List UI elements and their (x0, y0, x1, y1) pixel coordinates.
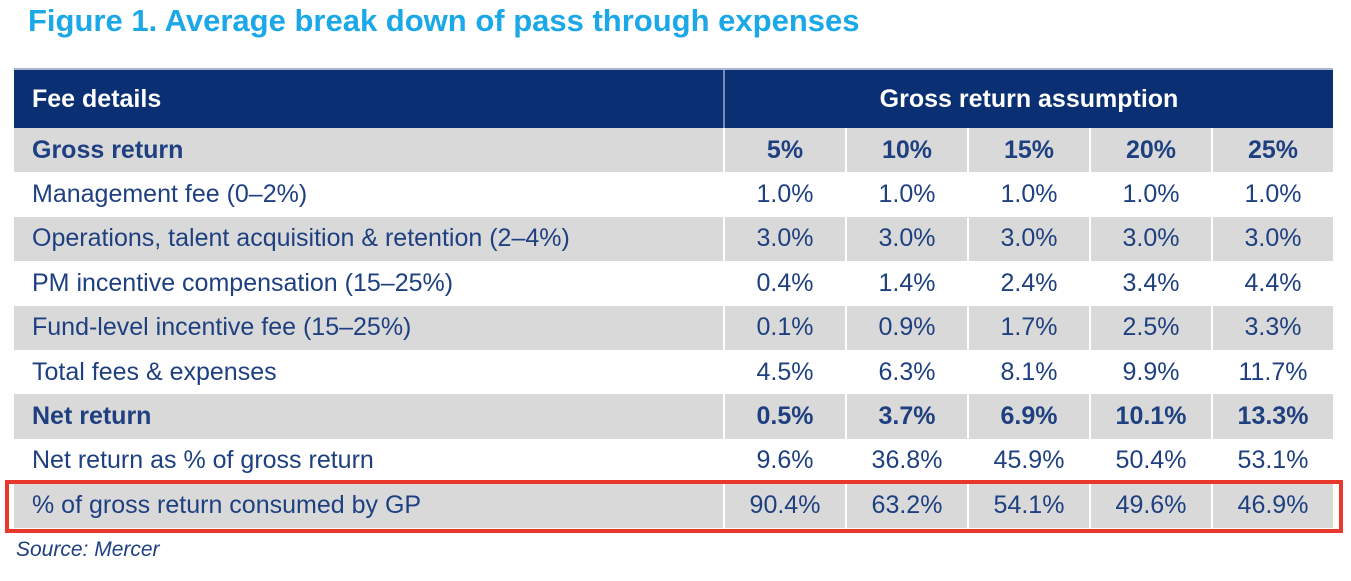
value-cell: 3.0% (723, 216, 845, 262)
value-cell: 3.0% (967, 216, 1089, 262)
value-cell: 3.4% (1089, 261, 1211, 306)
table-row-net-return: Net return 0.5% 3.7% 6.9% 10.1% 13.3% (14, 394, 1333, 439)
page-title: Figure 1. Average break down of pass thr… (28, 3, 860, 38)
value-cell: 1.0% (723, 172, 845, 217)
value-cell: 15% (967, 128, 1089, 173)
value-cell: 45.9% (967, 438, 1089, 484)
value-cell: 5% (723, 128, 845, 173)
value-cell: 0.9% (845, 305, 967, 350)
value-cell: 2.5% (1089, 305, 1211, 350)
value-cell: 3.0% (1089, 216, 1211, 262)
value-cell: 1.0% (845, 172, 967, 217)
value-cell: 1.0% (1211, 172, 1333, 217)
value-cell: 3.7% (845, 394, 967, 439)
gross-return-assumption-header: Gross return assumption (723, 70, 1333, 128)
value-cell: 49.6% (1089, 483, 1211, 528)
value-cell: 3.3% (1211, 305, 1333, 350)
table-row-fund-level: Fund-level incentive fee (15–25%) 0.1% 0… (14, 305, 1333, 350)
value-cell: 36.8% (845, 438, 967, 484)
row-label: Net return (32, 402, 152, 431)
row-label: Operations, talent acquisition & retenti… (32, 224, 570, 253)
row-label: Fund-level incentive fee (15–25%) (32, 313, 412, 342)
table-row-gp-consumed: % of gross return consumed by GP 90.4% 6… (14, 483, 1333, 528)
value-cell: 9.6% (723, 438, 845, 484)
source-note: Source: Mercer (16, 538, 160, 561)
value-cell: 2.4% (967, 261, 1089, 306)
fee-details-header: Fee details (32, 84, 162, 113)
value-cell: 1.4% (845, 261, 967, 306)
row-label: Net return as % of gross return (32, 446, 374, 475)
value-cell: 10% (845, 128, 967, 173)
value-cell: 0.4% (723, 261, 845, 306)
table-row-net-return-pct: Net return as % of gross return 9.6% 36.… (14, 438, 1333, 484)
value-cell: 20% (1089, 128, 1211, 173)
value-cell: 13.3% (1211, 394, 1333, 439)
value-cell: 3.0% (845, 216, 967, 262)
value-cell: 54.1% (967, 483, 1089, 528)
value-cell: 90.4% (723, 483, 845, 528)
value-cell: 0.5% (723, 394, 845, 439)
table-row-pm-incentive: PM incentive compensation (15–25%) 0.4% … (14, 261, 1333, 306)
value-cell: 6.3% (845, 349, 967, 395)
value-cell: 3.0% (1211, 216, 1333, 262)
value-cell: 10.1% (1089, 394, 1211, 439)
value-cell: 46.9% (1211, 483, 1333, 528)
table-row-operations: Operations, talent acquisition & retenti… (14, 216, 1333, 262)
value-cell: 1.0% (1089, 172, 1211, 217)
table-row-total-fees: Total fees & expenses 4.5% 6.3% 8.1% 9.9… (14, 349, 1333, 395)
row-label: Total fees & expenses (32, 357, 277, 386)
value-cell: 8.1% (967, 349, 1089, 395)
fee-table: Fee details Gross return assumption Gros… (14, 68, 1333, 528)
value-cell: 6.9% (967, 394, 1089, 439)
value-cell: 9.9% (1089, 349, 1211, 395)
value-cell: 4.4% (1211, 261, 1333, 306)
row-label: % of gross return consumed by GP (32, 490, 422, 519)
value-cell: 25% (1211, 128, 1333, 173)
value-cell: 1.0% (967, 172, 1089, 217)
row-label: Gross return (32, 135, 184, 164)
value-cell: 53.1% (1211, 438, 1333, 484)
value-cell: 50.4% (1089, 438, 1211, 484)
table-row-management-fee: Management fee (0–2%) 1.0% 1.0% 1.0% 1.0… (14, 172, 1333, 217)
value-cell: 1.7% (967, 305, 1089, 350)
table-row-gross-return: Gross return 5% 10% 15% 20% 25% (14, 128, 1333, 173)
table-header-row: Fee details Gross return assumption (14, 68, 1333, 128)
value-cell: 0.1% (723, 305, 845, 350)
value-cell: 11.7% (1211, 349, 1333, 395)
value-cell: 63.2% (845, 483, 967, 528)
row-label: Management fee (0–2%) (32, 180, 308, 209)
value-cell: 4.5% (723, 349, 845, 395)
row-label: PM incentive compensation (15–25%) (32, 268, 454, 297)
